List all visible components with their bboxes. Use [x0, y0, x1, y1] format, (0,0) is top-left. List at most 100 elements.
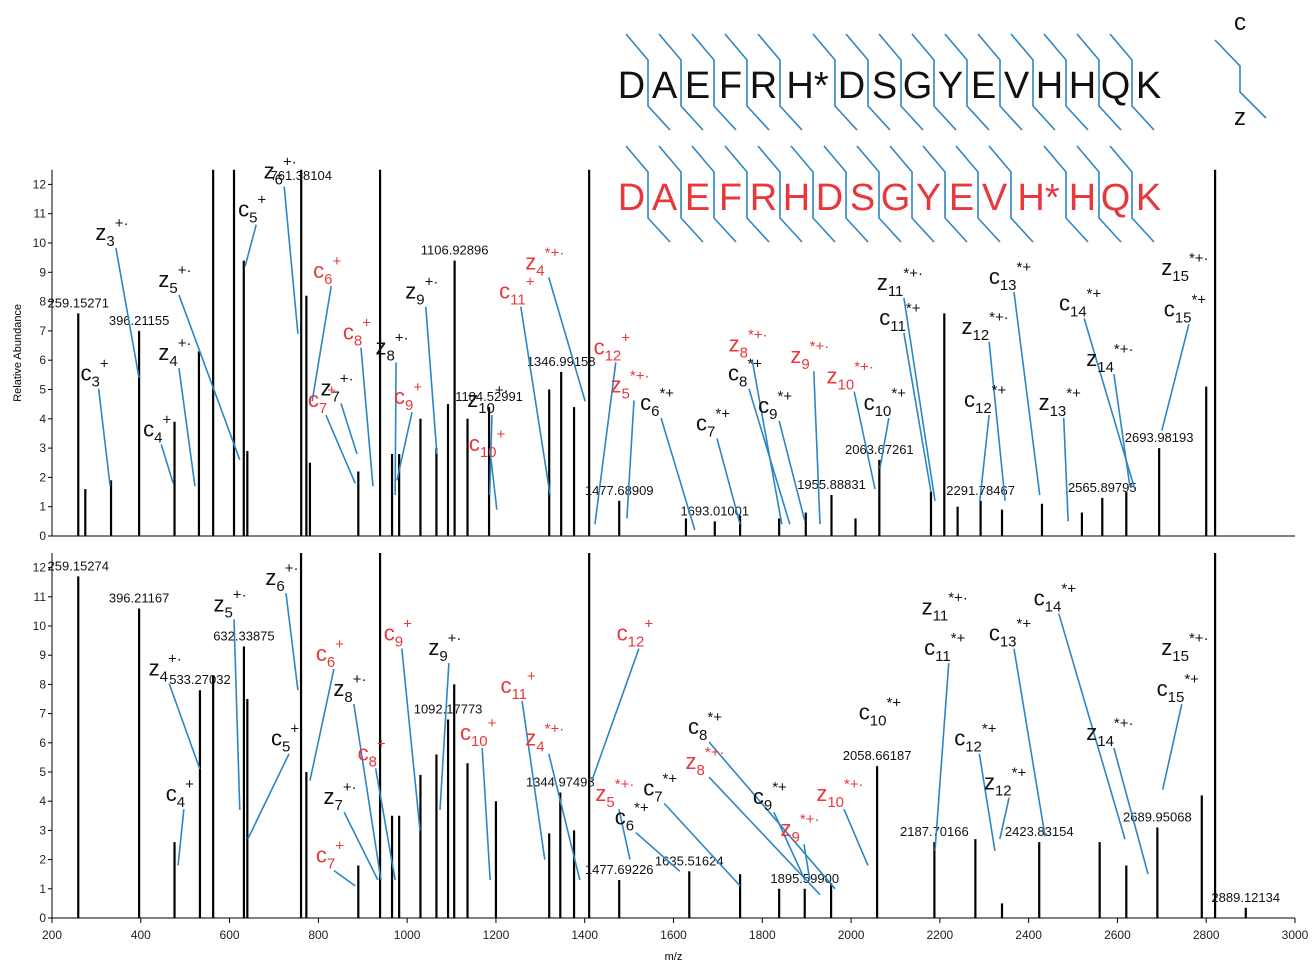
ion-type: c	[864, 390, 875, 415]
ion-type: z	[324, 784, 335, 809]
ion-label: c5+	[238, 192, 266, 227]
fragment-divider	[911, 33, 957, 131]
ion-connector	[247, 753, 290, 840]
ion-connector	[1113, 747, 1149, 875]
peak-label: 1092.17773	[414, 701, 483, 716]
y-tick-label: 9	[39, 265, 46, 279]
y-tick-label: 2	[39, 853, 46, 867]
ion-number: 11	[888, 283, 904, 300]
ion-label: c8+	[358, 735, 386, 770]
ion-charge: *+·	[948, 589, 968, 606]
ion-number: 13	[1000, 634, 1017, 651]
ion-charge: *+·	[630, 367, 650, 384]
ion-number: 9	[395, 634, 403, 651]
ion-type: c	[166, 781, 177, 806]
ion-type: c	[879, 305, 890, 330]
ion-connector	[394, 362, 397, 495]
peak-label: 1184.52991	[455, 389, 523, 404]
ion-connector	[853, 391, 876, 490]
ion-label: c5+	[271, 721, 299, 756]
ion-type: c	[316, 843, 327, 868]
ion-label: z6+·	[264, 154, 297, 189]
ion-type: c	[384, 621, 395, 646]
peak-label: 1106.92896	[421, 243, 489, 258]
y-tick-label: 10	[33, 236, 47, 250]
ion-number: 12	[605, 347, 622, 364]
ion-number: 15	[1168, 689, 1185, 706]
fragment-divider	[944, 33, 990, 131]
fragment-divider	[790, 145, 836, 243]
ion-charge: *+·	[1189, 630, 1209, 647]
ion-charge: +	[621, 329, 630, 346]
ion-type: c	[954, 726, 965, 751]
ion-label: c7+	[316, 838, 344, 873]
ion-label: c11+	[500, 668, 536, 703]
ion-connector	[1013, 648, 1046, 837]
legend-divider	[1214, 39, 1267, 119]
ion-number: 8	[699, 727, 707, 744]
ion-type: c	[617, 621, 628, 646]
ion-charge: *+·	[545, 721, 565, 738]
ion-charge: +	[335, 838, 344, 855]
ion-label: c4+	[143, 411, 171, 446]
y-tick-label: 6	[39, 736, 46, 750]
fragment-divider	[658, 33, 704, 131]
ion-number: 9	[792, 829, 800, 846]
ion-type: c	[316, 641, 327, 666]
ion-connector	[244, 224, 257, 267]
ion-number: 10	[870, 712, 887, 729]
x-tick-label: 2600	[1104, 928, 1131, 942]
ion-number: 14	[1097, 359, 1114, 376]
fragment-divider	[1043, 145, 1089, 243]
ion-type: c	[688, 714, 699, 739]
y-tick-label: 10	[33, 619, 47, 633]
ion-type: z	[405, 279, 416, 304]
ion-charge: *+·	[854, 359, 874, 376]
ion-number: 8	[740, 344, 748, 361]
residue: F	[719, 177, 742, 219]
residue: D	[618, 65, 645, 107]
ion-charge: *+·	[748, 326, 768, 343]
ion-number: 4	[536, 262, 544, 279]
ion-connector	[1062, 417, 1069, 522]
ion-charge: *+·	[1189, 250, 1209, 267]
ion-charge: *+·	[1114, 341, 1134, 358]
ion-charge: *+	[891, 385, 906, 402]
ion-charge: *+·	[615, 776, 635, 793]
ion-label: c12+	[594, 329, 631, 364]
y-tick-label: 5	[39, 765, 46, 779]
ion-label: z5+·	[213, 586, 246, 621]
ion-connector	[843, 808, 869, 866]
y-tick-label: 12	[33, 561, 47, 575]
ion-charge: +	[163, 411, 172, 428]
ion-charge: *+	[1012, 765, 1027, 782]
ion-number: 12	[975, 400, 992, 417]
ion-connector	[635, 831, 681, 872]
ion-type: c	[1034, 586, 1045, 611]
ion-number: 5	[169, 280, 177, 297]
sequence-map: D A E F R H* D S G Y E V H H Q KD A E F R H D S G Y E V H* H Q Kcz	[618, 9, 1267, 243]
ion-charge: +	[527, 668, 536, 685]
ion-connector	[333, 869, 356, 887]
ion-label: c14*+	[1059, 285, 1102, 320]
residue: H*	[786, 65, 828, 107]
ion-type: c	[640, 390, 651, 415]
x-tick-label: 1200	[483, 928, 510, 942]
ion-label: c10+	[469, 426, 506, 461]
ion-label: z12*+	[984, 765, 1027, 800]
peak-label: 2565.89795	[1068, 480, 1137, 495]
fragment-divider	[1043, 33, 1089, 131]
fragment-divider	[724, 145, 770, 243]
ion-charge: *+·	[810, 338, 830, 355]
x-tick-label: 3000	[1282, 928, 1309, 942]
residue: D	[816, 177, 843, 219]
x-tick-label: 2800	[1193, 928, 1220, 942]
peak-label: 1635.51624	[655, 853, 724, 868]
ion-label: z14*+·	[1086, 715, 1133, 750]
ion-charge: *+	[747, 356, 762, 373]
ion-type: c	[1059, 290, 1070, 315]
ion-label: z8*+·	[686, 744, 725, 779]
ion-charge: *+	[1087, 285, 1102, 302]
fragment-divider	[812, 33, 858, 131]
ion-charge: +	[335, 636, 344, 653]
